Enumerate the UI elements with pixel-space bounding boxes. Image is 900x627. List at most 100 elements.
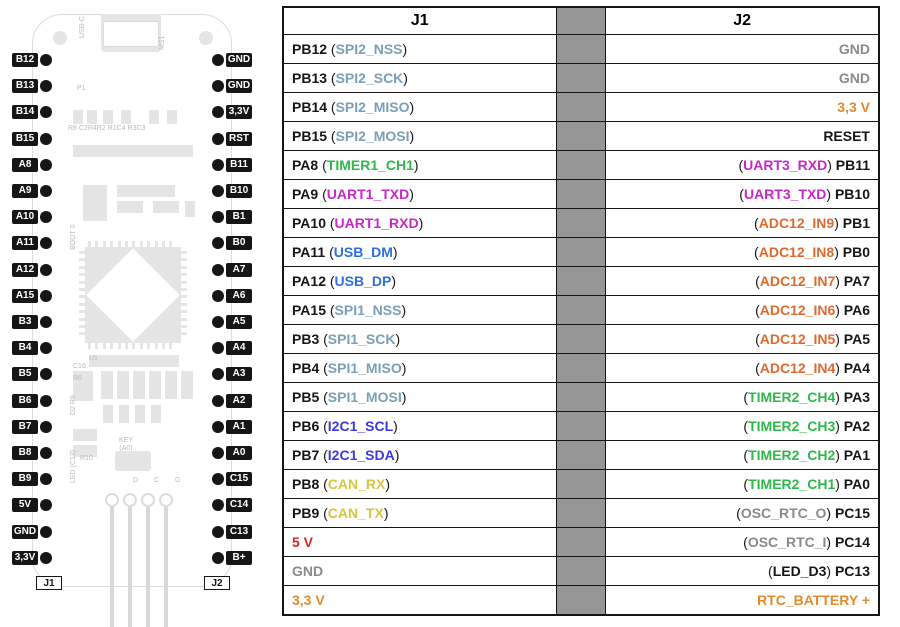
table-row: PA11 (USB_DM) (ADC12_IN8) PB0 [283,237,879,266]
table-row: PB6 (I2C1_SCL)(TIMER2_CH3) PA2 [283,411,879,440]
pin-label: GND [12,525,38,539]
table-row: PB9 (CAN_TX) (OSC_RTC_O) PC15 [283,498,879,527]
j2-cell: (ADC12_IN5) PA5 [606,324,879,353]
pin-dot [40,395,52,407]
j2-cell: (UART3_RXD) PB11 [606,150,879,179]
table-row: PB7 (I2C1_SDA)(TIMER2_CH2) PA1 [283,440,879,469]
j2-cell: (ADC12_IN8) PB0 [606,237,879,266]
pin-label: A1 [226,420,252,434]
pin-dot [212,264,224,276]
pin-label: A0 [226,446,252,460]
gap-cell [556,63,606,92]
pin-label: A4 [226,341,252,355]
table-row: PB3 (SPI1_SCK)(ADC12_IN5) PA5 [283,324,879,353]
j1-cell: PB8 (CAN_RX) [283,469,556,498]
j1-cell: PA11 (USB_DM) [283,237,556,266]
col-j2: J2 [606,7,879,35]
j1-cell: PA9 (UART1_TXD) [283,179,556,208]
col-j1: J1 [283,7,556,35]
pin-dot [212,447,224,459]
j2-cell: (UART3_TXD) PB10 [606,179,879,208]
j1-cell: PB15 (SPI2_MOSI) [283,121,556,150]
pin-dot [40,552,52,564]
pin-dot [40,133,52,145]
pin-label: B1 [226,210,252,224]
table-row: PB12 (SPI2_NSS)GND [283,35,879,64]
j2-cell: (ADC12_IN4) PA4 [606,353,879,382]
pin-label: A11 [12,236,38,250]
table-row: 5 V(OSC_RTC_I) PC14 [283,527,879,556]
j2-cell: (OSC_RTC_I) PC14 [606,527,879,556]
j2-marker: J2 [204,576,230,590]
table-row: PA10 (UART1_RXD) (ADC12_IN9) PB1 [283,208,879,237]
pin-dot [40,526,52,538]
j1-cell: PA12 (USB_DP) [283,266,556,295]
j1-cell: PA10 (UART1_RXD) [283,208,556,237]
pinout-table: J1 J2 PB12 (SPI2_NSS)GNDPB13 (SPI2_SCK)G… [282,6,880,616]
pin-label: B9 [12,472,38,486]
pin-label: C14 [226,498,252,512]
pin-label: B7 [12,420,38,434]
table-row: PA9 (UART1_TXD) (UART3_TXD) PB10 [283,179,879,208]
pin-label: A15 [12,289,38,303]
gap-cell [556,469,606,498]
pin-label: B12 [12,53,38,67]
pin-dot [40,185,52,197]
pin-dot [40,159,52,171]
table-row: PA12 (USB_DP)(ADC12_IN7) PA7 [283,266,879,295]
gap-cell [556,498,606,527]
j1-marker: J1 [36,576,62,590]
pin-label: B15 [12,132,38,146]
j2-cell: (ADC12_IN6) PA6 [606,295,879,324]
table-row: PB13 (SPI2_SCK)GND [283,63,879,92]
pin-dot [212,54,224,66]
pin-label: B5 [12,367,38,381]
j2-cell: (TIMER2_CH4) PA3 [606,382,879,411]
pin-label: RST [226,132,252,146]
pin-label: A3 [226,367,252,381]
pin-label: B10 [226,184,252,198]
pin-label: B14 [12,105,38,119]
pin-label: 5V [12,498,38,512]
pin-dot [40,290,52,302]
j1-cell: PB9 (CAN_TX) [283,498,556,527]
pin-label: A12 [12,263,38,277]
j2-cell: RTC_BATTERY + [606,585,879,615]
pin-dot [212,316,224,328]
pin-label: A2 [226,394,252,408]
pin-label: B3 [12,315,38,329]
pin-label: C15 [226,472,252,486]
j2-cell: (LED_D3) PC13 [606,556,879,585]
pin-label: B13 [12,79,38,93]
j2-cell: (ADC12_IN9) PB1 [606,208,879,237]
pin-dot [212,290,224,302]
gap-cell [556,585,606,615]
table-header-row: J1 J2 [283,7,879,35]
gap-cell [556,266,606,295]
pin-dot [40,421,52,433]
j2-cell: 3,3 V [606,92,879,121]
j2-cell: (OSC_RTC_O) PC15 [606,498,879,527]
j2-cell: (TIMER2_CH2) PA1 [606,440,879,469]
j2-cell: RESET [606,121,879,150]
pin-label: A7 [226,263,252,277]
pin-dot [40,316,52,328]
pin-label: B+ [226,551,252,565]
pin-label: B6 [12,394,38,408]
j1-cell: PB14 (SPI2_MISO) [283,92,556,121]
gap-cell [556,92,606,121]
gap-cell [556,237,606,266]
j1-cell: PB6 (I2C1_SCL) [283,411,556,440]
j1-cell: PB12 (SPI2_NSS) [283,35,556,64]
gap-cell [556,527,606,556]
pin-dot [212,395,224,407]
gap-cell [556,295,606,324]
pin-label: A9 [12,184,38,198]
pin-label: B8 [12,446,38,460]
table-row: PA15 (SPI1_NSS)(ADC12_IN6) PA6 [283,295,879,324]
table-row: PB8 (CAN_RX)(TIMER2_CH1) PA0 [283,469,879,498]
pcb-outline: USB-C P1 MS1 R8 C2R4R2 R1C4 R3C3 BOOT 0 … [32,14,232,587]
table-row: PB4 (SPI1_MISO)(ADC12_IN4) PA4 [283,353,879,382]
gap-cell [556,411,606,440]
pin-dot [40,54,52,66]
